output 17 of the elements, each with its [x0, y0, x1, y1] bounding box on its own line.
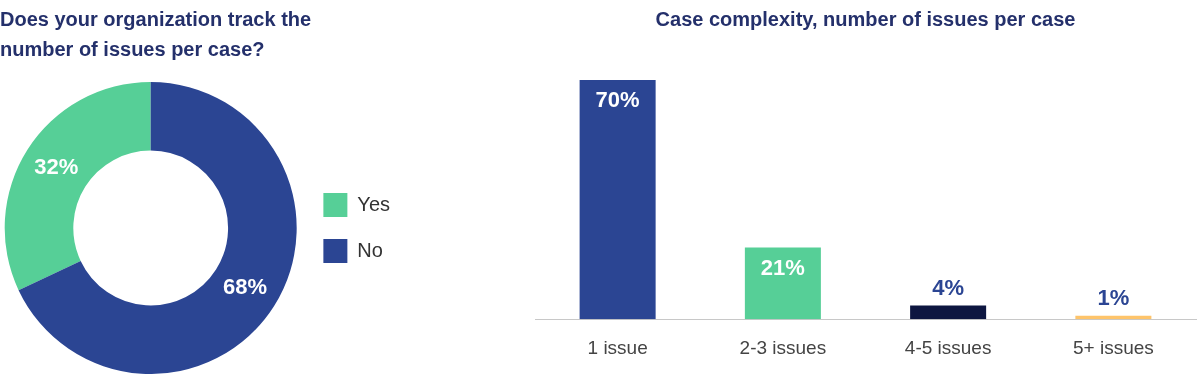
data-label: 68%: [222, 273, 268, 299]
x-tick-label: 1 issue: [587, 336, 648, 358]
x-tick-label: 5+ issues: [1072, 336, 1154, 358]
x-tick-label: 4-5 issues: [904, 336, 992, 358]
bar: [579, 80, 656, 320]
legend-label: Yes: [357, 192, 391, 215]
data-label: 32%: [34, 154, 79, 180]
legend-label: No: [357, 238, 383, 261]
data-label: 1%: [1097, 284, 1130, 310]
data-label: 4%: [932, 274, 965, 300]
bar: [744, 247, 821, 320]
bar: [910, 305, 987, 320]
chart-title: Case complexity, number of issues per case: [654, 7, 1077, 32]
chart-title: Does your organization track the number of issues per case?: [0, 7, 313, 62]
x-tick-label: 2-3 issues: [739, 336, 827, 358]
data-label: 21%: [760, 254, 805, 280]
data-label: 70%: [595, 87, 640, 113]
